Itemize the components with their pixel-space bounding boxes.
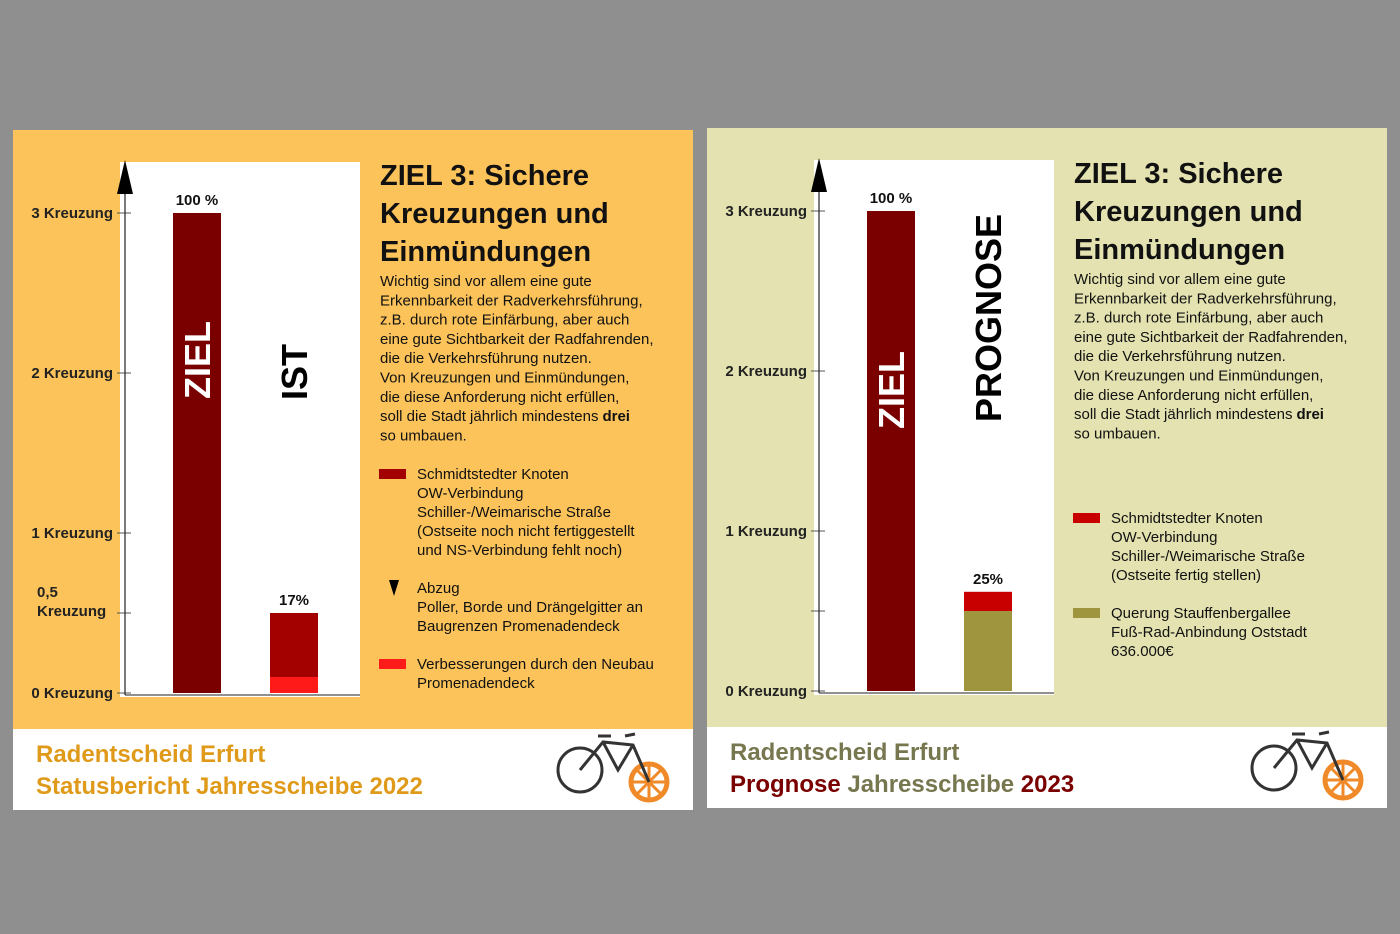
bar-label: 100 % xyxy=(870,190,913,207)
legend-text: Poller, Borde und Drängelgitter an xyxy=(417,599,643,616)
heading: Kreuzungen und xyxy=(380,198,609,230)
body-text: so umbauen. xyxy=(380,427,467,444)
legend-text: (Ostseite noch nicht fertiggestellt xyxy=(417,523,635,540)
y-tick-label: 0,5 xyxy=(37,584,58,601)
bike-wheel xyxy=(556,746,604,794)
bike-frame xyxy=(1272,730,1345,781)
bar-label: 17% xyxy=(279,592,309,609)
body-text: Erkennbarkeit der Radverkehrsführung, xyxy=(1074,290,1337,307)
footer-text: Statusbericht Jahresscheibe 2022 xyxy=(36,773,423,800)
footer-span: Jahresscheibe xyxy=(841,771,1021,798)
axis-arrow xyxy=(117,160,133,194)
plot-area xyxy=(120,162,360,697)
legend-text: Fuß-Rad-Anbindung Oststadt xyxy=(1111,624,1308,641)
bar-segment xyxy=(270,677,318,693)
legend-text: Verbesserungen durch den Neubau xyxy=(417,656,654,673)
panel: 0 Kreuzung 1 Kreuzung 2 Kreuzung 3 Kreuzung… xyxy=(707,128,1387,808)
bike-wheel xyxy=(1250,744,1298,792)
legend-text: Schiller-/Weimarische Straße xyxy=(1111,548,1305,565)
body-text-bold: drei xyxy=(1296,406,1324,423)
legend-text: Schmidtstedter Knoten xyxy=(417,466,569,483)
body-text: eine gute Sichtbarkeit der Radfahrenden, xyxy=(380,331,654,348)
body-text: z.B. durch rote Einfärbung, aber auch xyxy=(1074,310,1323,327)
y-tick-label: 0 Kreuzung xyxy=(31,685,113,702)
y-tick-label: Kreuzung xyxy=(37,603,106,620)
plot-area xyxy=(814,160,1054,695)
footer-text: Radentscheid Erfurt xyxy=(36,741,265,768)
legend-text: Promenadendeck xyxy=(417,675,535,692)
legend-text: Schmidtstedter Knoten xyxy=(1111,510,1263,527)
footer-text: Prognose Jahresscheibe 2023 xyxy=(730,771,1074,798)
legend-text: 636.000€ xyxy=(1111,643,1174,660)
bar-segment xyxy=(867,211,915,691)
legend-swatch xyxy=(379,469,406,479)
category-label: ZIEL xyxy=(177,321,218,399)
heading: Einmündungen xyxy=(380,236,591,268)
legend-text: Baugrenzen Promenadendeck xyxy=(417,618,620,635)
body-text: Wichtig sind vor allem eine gute xyxy=(380,273,592,290)
body-text: z.B. durch rote Einfärbung, aber auch xyxy=(380,312,629,329)
heading: Kreuzungen und xyxy=(1074,196,1303,228)
panel: 0 Kreuzung 0,5 Kreuzung 1 Kreuzung 2 Kreuzun… xyxy=(13,130,693,810)
legend-text: Schiller-/Weimarische Straße xyxy=(417,504,611,521)
body-text: Von Kreuzungen und Einmündungen, xyxy=(1074,368,1323,385)
footer-span: Radentscheid Erfurt xyxy=(730,739,959,766)
body-text: die die Verkehrsführung nutzen. xyxy=(1074,348,1286,365)
heading: Einmündungen xyxy=(1074,234,1285,266)
bar-segment xyxy=(173,213,221,693)
body-text-bold: drei xyxy=(602,408,630,425)
body-text: die diese Anforderung nicht erfüllen, xyxy=(1074,387,1313,404)
category-label: ZIEL xyxy=(871,351,912,429)
bar-segment xyxy=(964,591,1012,611)
body-text: die die Verkehrsführung nutzen. xyxy=(380,350,592,367)
footer-span: Prognose xyxy=(730,771,841,798)
bar-label: 100 % xyxy=(176,192,219,209)
body-text: Von Kreuzungen und Einmündungen, xyxy=(380,370,629,387)
body-text-span: soll die Stadt jährlich mindestens xyxy=(380,408,598,425)
axis-arrow xyxy=(811,158,827,192)
y-tick-label: 2 Kreuzung xyxy=(725,363,807,380)
legend-text: (Ostseite fertig stellen) xyxy=(1111,567,1261,584)
legend-swatch xyxy=(1073,513,1100,523)
body-text: die diese Anforderung nicht erfüllen, xyxy=(380,389,619,406)
footer-span: Radentscheid Erfurt xyxy=(36,741,265,768)
bike-frame xyxy=(578,732,651,783)
legend-text: und NS-Verbindung fehlt noch) xyxy=(417,542,622,559)
y-tick-label: 0 Kreuzung xyxy=(725,683,807,700)
heading: ZIEL 3: Sichere xyxy=(1074,158,1283,190)
legend-marker xyxy=(389,580,399,596)
heading: ZIEL 3: Sichere xyxy=(380,160,589,192)
footer-span: Statusbericht Jahresscheibe 2022 xyxy=(36,773,423,800)
category-label: PROGNOSE xyxy=(968,214,1009,422)
legend-swatch xyxy=(379,659,406,669)
legend-swatch xyxy=(1073,608,1100,618)
body-text-span: soll die Stadt jährlich mindestens xyxy=(1074,406,1292,423)
y-tick-label: 2 Kreuzung xyxy=(31,365,113,382)
legend-text: OW-Verbindung xyxy=(1111,529,1217,546)
body-text: so umbauen. xyxy=(1074,425,1161,442)
category-label: IST xyxy=(274,344,315,400)
footer-text: Radentscheid Erfurt xyxy=(730,739,959,766)
y-tick-label: 1 Kreuzung xyxy=(725,523,807,540)
bike-icon xyxy=(556,732,670,803)
body-text: Erkennbarkeit der Radverkehrsführung, xyxy=(380,292,643,309)
body-text: Wichtig sind vor allem eine gute xyxy=(1074,271,1286,288)
legend-text: Querung Stauffenbergallee xyxy=(1111,605,1291,622)
legend-text: OW-Verbindung xyxy=(417,485,523,502)
body-text: soll die Stadt jährlich mindestens drei xyxy=(1074,406,1324,423)
bar-segment xyxy=(964,611,1012,691)
body-text: eine gute Sichtbarkeit der Radfahrenden, xyxy=(1074,329,1348,346)
bike-icon xyxy=(1250,730,1364,801)
footer-span: 2023 xyxy=(1021,771,1074,798)
bar-label: 25% xyxy=(973,571,1003,588)
y-tick-label: 3 Kreuzung xyxy=(31,205,113,222)
y-tick-label: 3 Kreuzung xyxy=(725,203,807,220)
legend-text: Abzug xyxy=(417,580,460,597)
y-tick-label: 1 Kreuzung xyxy=(31,525,113,542)
bar-segment xyxy=(270,613,318,677)
body-text: soll die Stadt jährlich mindestens drei xyxy=(380,408,630,425)
